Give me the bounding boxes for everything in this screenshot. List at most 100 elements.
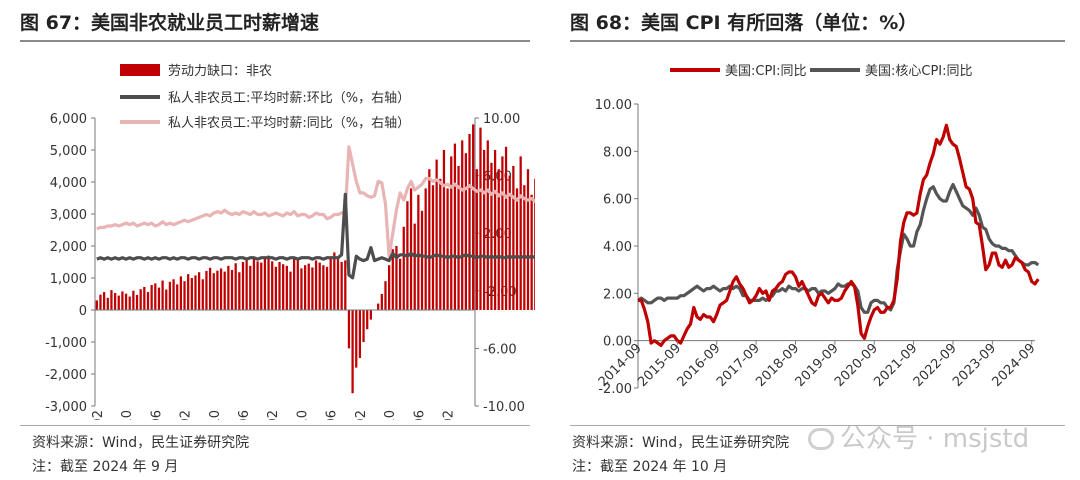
wage-yoy-line: [96, 145, 535, 258]
x-tick-label: 2019-06: [237, 410, 252, 420]
labor-gap-bar: [409, 188, 413, 310]
right-note-text: 注：截至 2024 年 10 月: [572, 459, 728, 475]
legend-label-cpi: 美国:CPI:同比: [725, 64, 807, 79]
labor-gap-bar: [194, 275, 197, 310]
labor-gap-bar: [417, 194, 420, 310]
labor-gap-bar: [154, 283, 157, 310]
left-y-tick-label: 2,000: [50, 240, 87, 255]
labor-gap-bar: [446, 188, 449, 310]
labor-gap-bar: [103, 292, 106, 310]
right-figure-title: 图 68：美国 CPI 有所回落（单位：%）: [570, 12, 918, 34]
labor-gap-bar: [424, 188, 427, 310]
labor-gap-bar: [274, 266, 277, 310]
labor-gap-bar: [300, 268, 303, 310]
labor-gap-bar: [183, 281, 186, 310]
labor-gap-bar: [369, 310, 372, 320]
labor-gap-bar: [241, 262, 245, 310]
labor-gap-bar: [267, 255, 270, 310]
x-tick-label: 2021-06: [325, 410, 340, 420]
labor-gap-bar: [230, 270, 234, 310]
labor-gap-bar: [271, 261, 274, 310]
labor-gap-bar: [519, 156, 522, 310]
chart-us-cpi: 10.008.006.004.002.000.00-2.002014-09201…: [595, 64, 1040, 397]
labor-gap-bar: [110, 290, 113, 310]
labor-gap-bar: [420, 210, 424, 310]
labor-gap-bar: [132, 290, 135, 310]
labor-gap-bar: [479, 127, 482, 310]
labor-gap-bar: [212, 273, 215, 310]
labor-gap-bar: [157, 287, 161, 310]
labor-gap-bar: [256, 261, 259, 310]
labor-gap-bar: [234, 263, 237, 310]
y-tick-label: 6.00: [603, 193, 632, 208]
x-tick-label: 2024-02: [442, 410, 457, 420]
labor-gap-bar: [530, 194, 533, 310]
x-tick-label: 2016-10: [120, 410, 135, 420]
labor-gap-bar: [347, 310, 351, 349]
labor-gap-bar: [289, 271, 292, 310]
left-y-tick-label: 0: [79, 304, 87, 319]
labor-gap-bar: [208, 267, 212, 310]
labor-gap-bar: [333, 252, 336, 310]
x-tick-label: 2022-02: [354, 410, 369, 420]
labor-gap-bar: [322, 265, 325, 310]
labor-gap-bar: [296, 260, 299, 310]
x-tick-label: 2023-06: [412, 410, 427, 420]
labor-gap-bar: [113, 293, 117, 310]
legend-label-core-cpi: 美国:核心CPI:同比: [865, 64, 973, 79]
left-y-tick-label: -1,000: [45, 336, 87, 351]
labor-gap-bar: [172, 279, 175, 310]
left-figure-title: 图 67：美国非农就业员工时薪增速: [20, 12, 320, 34]
y-tick-label: 4.00: [603, 240, 632, 255]
legend-label-labor-gap: 劳动力缺口：非农: [168, 63, 272, 79]
right-source-rule: [570, 425, 1065, 426]
watermark-text: 公众号 · msjstd: [840, 424, 1030, 454]
chart-nonfarm-wage-growth: 6,000 5,000 4,000 3,000 2,000 1,000 0 -1,000 -2,…: [45, 63, 535, 420]
labor-gap-bar: [355, 310, 358, 368]
right-title-rule: [570, 40, 1065, 42]
labor-gap-bar: [219, 268, 223, 310]
labor-gap-bar: [165, 289, 168, 310]
labor-gap-bar: [475, 169, 478, 310]
labor-gap-bar: [249, 265, 252, 310]
labor-gap-bar: [377, 303, 380, 310]
labor-gap-bar: [402, 226, 405, 310]
labor-gap-bar: [223, 271, 226, 310]
labor-gap-bar: [366, 310, 369, 330]
labor-gap-bar: [106, 297, 109, 310]
labor-gap-bar: [168, 281, 172, 310]
right-y-tick-label: 10.00: [483, 112, 520, 127]
left-y-tick-label: 4,000: [50, 176, 87, 191]
labor-gap-bar: [95, 300, 98, 310]
labor-gap-bar: [534, 178, 535, 310]
x-tick-label: 2024-09: [990, 341, 1039, 390]
labor-gap-bar: [99, 294, 102, 310]
labor-gap-bar: [428, 169, 431, 310]
labor-gap-bar: [293, 257, 296, 310]
left-y-tick-label: -3,000: [45, 400, 87, 415]
labor-gap-bar: [380, 294, 383, 310]
labor-gap-bar: [523, 185, 526, 310]
labor-gap-bar: [117, 295, 120, 310]
labor-gap-bar: [508, 175, 511, 310]
labor-gap-bar: [282, 264, 285, 310]
labor-gap-bar: [504, 146, 508, 310]
labor-gap-bar: [121, 291, 124, 310]
labor-gap-bar: [263, 257, 267, 310]
wage-mom-line: [96, 192, 535, 280]
labor-gap-bar: [143, 286, 146, 310]
labor-gap-bar: [340, 262, 343, 310]
left-y-tick-label: 3,000: [50, 208, 87, 223]
y-tick-label: 0.00: [603, 335, 632, 350]
labor-gap-bar: [314, 260, 318, 310]
labor-gap-bar: [362, 310, 365, 342]
labor-gap-bar: [413, 223, 416, 310]
labor-gap-bar: [457, 166, 460, 310]
labor-gap-bar: [318, 262, 321, 310]
labor-gap-bar: [161, 280, 164, 310]
labor-gap-bar: [325, 266, 329, 310]
labor-gap-bar: [435, 159, 438, 310]
labor-gap-bar: [260, 262, 263, 310]
x-tick-label: 2016-02: [91, 410, 106, 420]
labor-gap-bar: [252, 258, 256, 310]
